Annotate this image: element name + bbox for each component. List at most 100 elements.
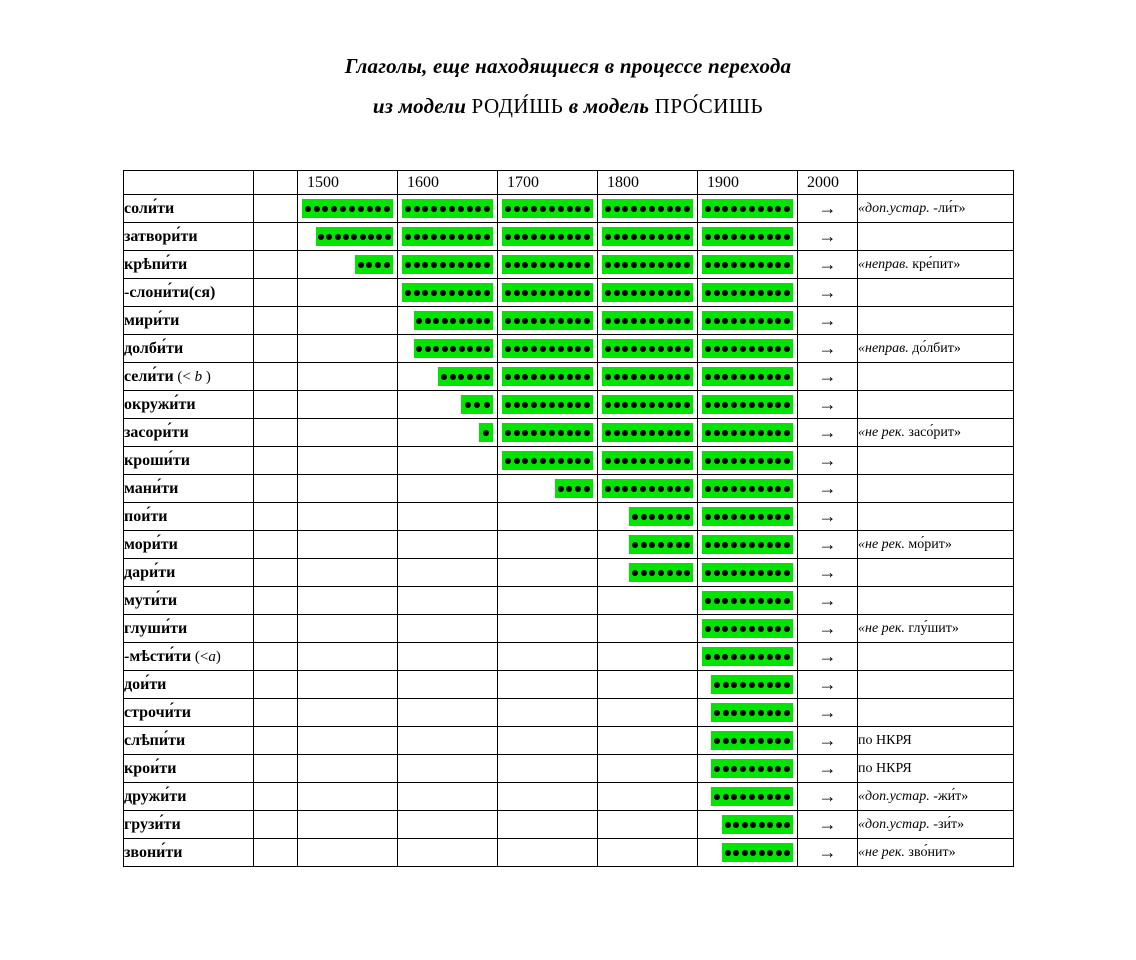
attestation-dot	[566, 233, 573, 240]
verb-label: мути́ти	[124, 591, 178, 609]
attestation-dot	[648, 233, 655, 240]
attestation-dot	[666, 289, 673, 296]
verb-label: мори́ти	[124, 535, 178, 553]
spacer-cell	[253, 838, 298, 867]
table-row: мори́ти → «не рек. мо́рит»	[123, 530, 1014, 559]
continues-arrow-cell: →	[797, 726, 858, 755]
attestation-dot	[666, 401, 673, 408]
note-cell	[857, 362, 1014, 391]
attestation-dot	[376, 233, 383, 240]
attestation-dot	[457, 261, 464, 268]
attestation-dot	[731, 261, 738, 268]
attestation-dot	[475, 373, 482, 380]
attestation-dot	[540, 373, 547, 380]
attestation-bar	[502, 283, 593, 302]
century-header-label: 1600	[407, 173, 439, 191]
note-cell: по НКРЯ	[857, 726, 1014, 755]
attestation-dot	[713, 597, 720, 604]
attestation-dot	[304, 205, 311, 212]
continues-arrow-cell: →	[797, 222, 858, 251]
timeline-cell-1900	[697, 838, 798, 867]
timeline-cell-1800	[597, 726, 698, 755]
attestation-dot	[648, 401, 655, 408]
century-header-1600: 1600	[397, 170, 498, 195]
attestation-dot	[648, 289, 655, 296]
note-cell: «неправ. до́лбит»	[857, 334, 1014, 363]
attestation-dot	[622, 485, 629, 492]
timeline-cell-1800	[597, 586, 698, 615]
attestation-dot	[748, 373, 755, 380]
verb-label: сели́ти	[124, 367, 174, 385]
attestation-bar	[602, 395, 693, 414]
verb-label-cell: крѣпи́ти	[123, 250, 254, 279]
note-regular-part: мо́рит»	[904, 536, 952, 552]
attestation-dot	[731, 289, 738, 296]
timeline-cell-1700	[497, 782, 598, 811]
attestation-bar	[629, 535, 693, 554]
attestation-dot	[775, 821, 782, 828]
attestation-dot	[375, 261, 382, 268]
attestation-dot	[775, 373, 782, 380]
timeline-cell-1900	[697, 670, 798, 699]
attestation-dot	[631, 289, 638, 296]
timeline-cell-1600	[397, 586, 498, 615]
attestation-dot	[457, 289, 464, 296]
title-line2-pre: из модели	[372, 94, 472, 118]
timeline-cell-1500	[297, 446, 398, 475]
spacer-cell	[253, 558, 298, 587]
attestation-dot	[566, 289, 573, 296]
attestation-dot	[733, 849, 740, 856]
attestation-bar	[461, 395, 493, 414]
attestation-dot	[731, 737, 738, 744]
note-italic-part: «доп.устар.	[858, 816, 930, 832]
note-regular-part: по НКРЯ	[858, 732, 912, 748]
right-arrow-icon: →	[818, 534, 837, 554]
timeline-cell-1600	[397, 810, 498, 839]
attestation-dot	[784, 849, 791, 856]
attestation-dot	[731, 653, 738, 660]
attestation-dot	[757, 737, 764, 744]
attestation-dot	[757, 793, 764, 800]
attestation-dot	[622, 205, 629, 212]
timeline-cell-1500	[297, 810, 398, 839]
timeline-cell-1600	[397, 558, 498, 587]
timeline-cell-1800	[597, 446, 698, 475]
century-header-1800: 1800	[597, 170, 698, 195]
timeline-cell-1600	[397, 754, 498, 783]
attestation-bar	[702, 255, 793, 274]
attestation-dot	[566, 373, 573, 380]
chart-title: Глаголы, еще находящиеся в процессе пере…	[0, 54, 1136, 119]
attestation-dot	[584, 457, 591, 464]
timeline-cell-1900	[697, 810, 798, 839]
attestation-dot	[748, 485, 755, 492]
attestation-dot	[766, 597, 773, 604]
spacer-cell	[253, 306, 298, 335]
attestation-dot	[513, 429, 520, 436]
attestation-bar	[413, 339, 493, 358]
timeline-cell-1900	[697, 334, 798, 363]
attestation-dot	[784, 765, 791, 772]
attestation-dot	[648, 261, 655, 268]
attestation-dot	[740, 653, 747, 660]
title-line2: из модели РОДИ́ШЬ в модель ПРО́СИШЬ	[0, 94, 1136, 119]
timeline-cell-1700	[497, 810, 598, 839]
attestation-dot	[604, 317, 611, 324]
timeline-cell-1700	[497, 474, 598, 503]
attestation-dot	[367, 233, 374, 240]
attestation-dot	[775, 737, 782, 744]
attestation-dot	[613, 373, 620, 380]
attestation-dot	[566, 317, 573, 324]
attestation-dot	[704, 429, 711, 436]
timeline-cell-1500	[297, 642, 398, 671]
spacer-cell	[253, 698, 298, 727]
attestation-dot	[575, 401, 582, 408]
attestation-dot	[464, 401, 471, 408]
attestation-dot	[757, 457, 764, 464]
attestation-bar	[402, 199, 493, 218]
timeline-cell-1600	[397, 222, 498, 251]
attestation-dot	[657, 429, 664, 436]
attestation-dot	[640, 541, 647, 548]
attestation-dot	[657, 317, 664, 324]
spacer-cell	[253, 782, 298, 811]
attestation-dot	[750, 821, 757, 828]
